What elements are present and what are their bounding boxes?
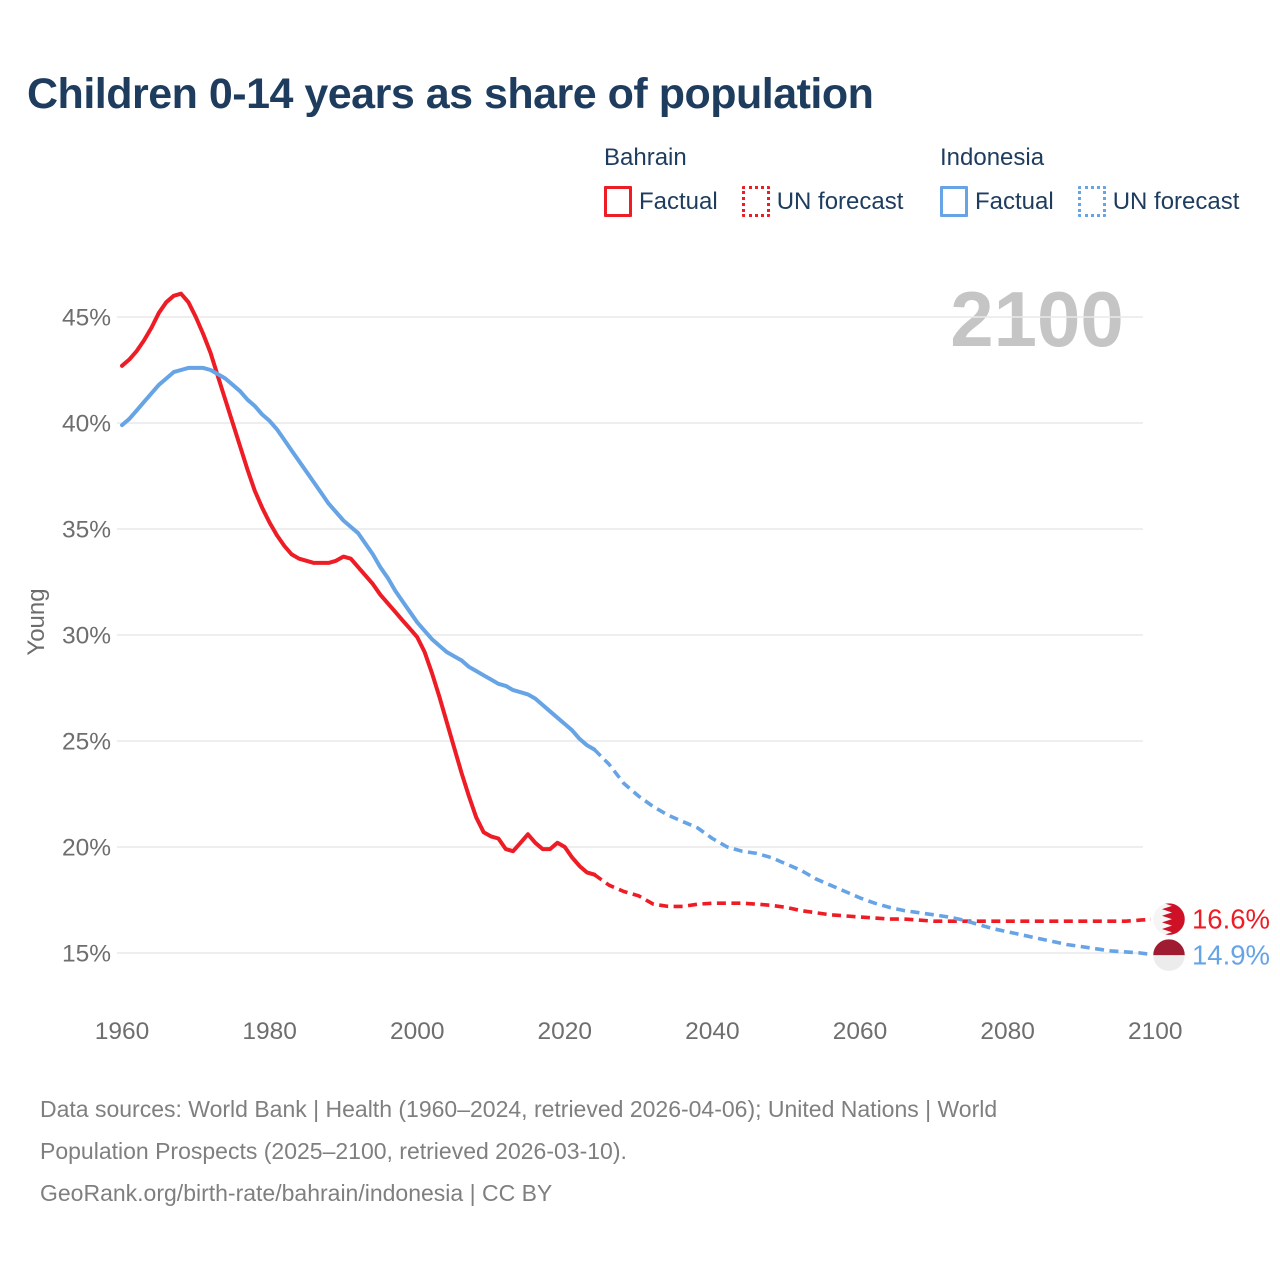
legend-row: Factual UN forecast	[940, 186, 1239, 217]
end-value-label: 16.6%	[1192, 904, 1270, 935]
y-tick-label: 45%	[62, 305, 111, 332]
legend-item-label: UN forecast	[776, 187, 904, 215]
page-title: Children 0-14 years as share of populati…	[27, 70, 874, 118]
footer: Data sources: World Bank | Health (1960–…	[40, 1088, 997, 1214]
legend-item-label: UN forecast	[1112, 187, 1240, 215]
solid-swatch-icon	[604, 186, 632, 217]
x-tick-label: 2000	[390, 1018, 445, 1045]
dotted-swatch-icon	[1077, 186, 1106, 217]
legend-item-bahrain-factual[interactable]: Factual	[604, 186, 718, 217]
y-tick-label: 35%	[62, 517, 111, 544]
end-value-label: 14.9%	[1192, 940, 1270, 971]
legend-item-indonesia-forecast[interactable]: UN forecast	[1077, 186, 1240, 217]
x-tick-label: 2100	[1128, 1018, 1183, 1045]
x-tick-label: 2080	[980, 1018, 1035, 1045]
x-tick-label: 2040	[685, 1018, 740, 1045]
data-sources-line-2: Population Prospects (2025–2100, retriev…	[40, 1138, 627, 1164]
data-sources-line-1: Data sources: World Bank | Health (1960–…	[40, 1096, 998, 1122]
x-tick-label: 1960	[95, 1018, 150, 1045]
y-tick-label: 25%	[62, 729, 111, 756]
x-tick-label: 1980	[242, 1018, 297, 1045]
series-bahrain-factual	[120, 291, 597, 877]
legend-group-bahrain: Bahrain Factual UN forecast	[604, 144, 940, 217]
indonesia-flag-icon	[1150, 936, 1188, 974]
line-chart: 2100 15% 20% 25% 30% 35% 40% 45% 1960 1980 2000 202…	[23, 275, 1270, 1045]
watermark-year: 2100	[950, 275, 1124, 363]
y-tick-label: 40%	[62, 411, 111, 438]
series-indonesia-forecast	[593, 748, 1156, 957]
bahrain-flag-icon	[1150, 900, 1188, 938]
legend-group-title: Bahrain	[604, 144, 687, 171]
solid-swatch-icon	[940, 186, 968, 217]
y-tick-label: 15%	[62, 941, 111, 968]
legend: Bahrain Factual UN forecast Indonesia Fa…	[604, 144, 1239, 217]
legend-item-label: Factual	[639, 187, 718, 215]
y-axis-title: Young	[23, 588, 50, 655]
legend-group-title: Indonesia	[940, 144, 1045, 171]
legend-item-label: Factual	[975, 187, 1054, 215]
legend-row: Factual UN forecast	[604, 186, 940, 217]
source-url-line: GeoRank.org/birth-rate/bahrain/indonesia…	[40, 1180, 553, 1206]
x-tick-label: 2060	[833, 1018, 888, 1045]
legend-item-bahrain-forecast[interactable]: UN forecast	[741, 186, 904, 217]
legend-group-indonesia: Indonesia Factual UN forecast	[940, 144, 1239, 217]
y-tick-label: 20%	[62, 835, 111, 862]
y-tick-label: 30%	[62, 623, 111, 650]
series-bahrain-forecast	[593, 873, 1156, 923]
dotted-swatch-icon	[741, 186, 770, 217]
legend-item-indonesia-factual[interactable]: Factual	[940, 186, 1054, 217]
x-tick-label: 2020	[538, 1018, 593, 1045]
series-indonesia-factual	[120, 365, 597, 752]
